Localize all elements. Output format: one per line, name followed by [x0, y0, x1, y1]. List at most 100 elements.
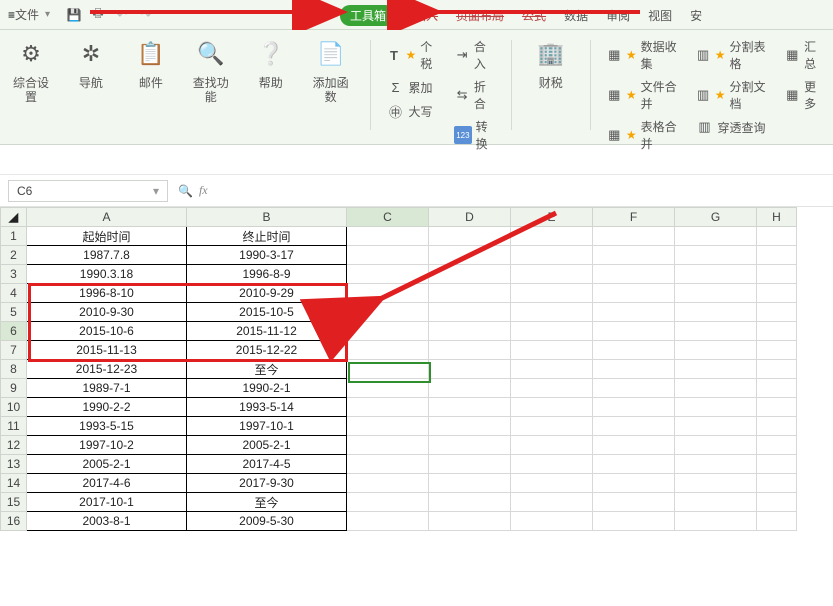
tab-review[interactable]: 审阅 — [606, 7, 630, 24]
comprehensive-button[interactable]: ⚙ 综合设置 — [8, 36, 54, 138]
cell[interactable] — [675, 512, 757, 531]
row-header[interactable]: 1 — [1, 227, 27, 246]
row-header[interactable]: 15 — [1, 493, 27, 512]
capital-button[interactable]: ㊥大写 — [387, 102, 441, 120]
cell[interactable] — [347, 512, 429, 531]
datacollect-button[interactable]: ▦★数据收集 — [607, 38, 682, 72]
cell[interactable] — [675, 493, 757, 512]
append-button[interactable]: Σ累加 — [387, 78, 441, 96]
cell[interactable] — [593, 322, 675, 341]
select-all-corner[interactable]: ◢ — [1, 208, 27, 227]
zoom-icon[interactable]: 🔍 — [178, 184, 193, 198]
tab-extra[interactable]: 安 — [690, 7, 702, 24]
cell[interactable]: 1989-7-1 — [27, 379, 187, 398]
cell[interactable] — [593, 265, 675, 284]
row-header[interactable]: 9 — [1, 379, 27, 398]
cell[interactable] — [347, 417, 429, 436]
convert-button[interactable]: 123转换 — [454, 118, 495, 152]
cell[interactable]: 终止时间 — [187, 227, 347, 246]
cell[interactable] — [347, 303, 429, 322]
cell[interactable]: 1990-3-17 — [187, 246, 347, 265]
cell[interactable] — [429, 455, 511, 474]
splitdoc-button[interactable]: ▥★分割文档 — [695, 78, 770, 112]
cell[interactable]: 1997-10-2 — [27, 436, 187, 455]
col-header-B[interactable]: B — [187, 208, 347, 227]
file-menu[interactable]: 文件 — [15, 6, 39, 23]
cell[interactable]: 1997-10-1 — [187, 417, 347, 436]
cell[interactable] — [347, 493, 429, 512]
col-header-C[interactable]: C — [347, 208, 429, 227]
cell[interactable] — [429, 379, 511, 398]
fx-icon[interactable]: fx — [199, 183, 208, 198]
cell[interactable]: 1993-5-14 — [187, 398, 347, 417]
cell[interactable]: 2015-11-13 — [27, 341, 187, 360]
name-box[interactable]: C6 ▾ — [8, 180, 168, 202]
cell[interactable] — [511, 265, 593, 284]
tab-view[interactable]: 视图 — [648, 7, 672, 24]
cell[interactable] — [675, 246, 757, 265]
col-header-H[interactable]: H — [757, 208, 797, 227]
cell[interactable] — [511, 436, 593, 455]
cell[interactable] — [347, 227, 429, 246]
cell[interactable]: 至今 — [187, 360, 347, 379]
row-header[interactable]: 13 — [1, 455, 27, 474]
cell[interactable] — [757, 227, 797, 246]
row-header[interactable]: 7 — [1, 341, 27, 360]
cell[interactable] — [757, 322, 797, 341]
cell[interactable] — [511, 322, 593, 341]
cell[interactable] — [675, 322, 757, 341]
cell[interactable]: 2003-8-1 — [27, 512, 187, 531]
nav-button[interactable]: ✲ 导航 — [68, 36, 114, 138]
cell[interactable] — [429, 227, 511, 246]
redo-icon[interactable]: ↷ — [136, 5, 156, 25]
tab-insert[interactable]: 插入 — [414, 7, 438, 24]
save-icon[interactable]: 💾 — [64, 5, 84, 25]
cell[interactable] — [429, 398, 511, 417]
cell[interactable] — [429, 303, 511, 322]
cell[interactable]: 1990.3.18 — [27, 265, 187, 284]
cell[interactable] — [675, 284, 757, 303]
cell[interactable]: 2010-9-30 — [27, 303, 187, 322]
more-button[interactable]: ▦更多 — [784, 78, 825, 112]
cell[interactable] — [347, 284, 429, 303]
row-header[interactable]: 6 — [1, 322, 27, 341]
cell[interactable]: 1987.7.8 — [27, 246, 187, 265]
cell[interactable] — [757, 341, 797, 360]
filemerge-button[interactable]: ▦★文件合并 — [607, 78, 682, 112]
cell[interactable] — [675, 398, 757, 417]
row-header[interactable]: 8 — [1, 360, 27, 379]
cell[interactable] — [675, 360, 757, 379]
cell[interactable] — [593, 474, 675, 493]
undo-icon[interactable]: ↶ — [112, 5, 132, 25]
cell[interactable] — [757, 436, 797, 455]
cell[interactable]: 2015-12-23 — [27, 360, 187, 379]
cell[interactable] — [347, 436, 429, 455]
cell[interactable] — [675, 341, 757, 360]
cell[interactable] — [757, 265, 797, 284]
cell[interactable] — [757, 417, 797, 436]
cell[interactable] — [347, 360, 429, 379]
cell[interactable]: 至今 — [187, 493, 347, 512]
cell[interactable] — [511, 474, 593, 493]
cell[interactable] — [347, 398, 429, 417]
cell[interactable] — [347, 341, 429, 360]
cell[interactable] — [429, 341, 511, 360]
chevron-down-icon[interactable]: ▾ — [153, 184, 159, 198]
col-header-G[interactable]: G — [675, 208, 757, 227]
cell[interactable] — [675, 303, 757, 322]
cell[interactable] — [593, 379, 675, 398]
row-header[interactable]: 5 — [1, 303, 27, 322]
cell[interactable] — [429, 284, 511, 303]
cell[interactable]: 起始时间 — [27, 227, 187, 246]
col-header-A[interactable]: A — [27, 208, 187, 227]
row-header[interactable]: 12 — [1, 436, 27, 455]
cell[interactable] — [429, 512, 511, 531]
cell[interactable] — [757, 360, 797, 379]
cell[interactable] — [757, 398, 797, 417]
cell[interactable] — [429, 493, 511, 512]
col-header-F[interactable]: F — [593, 208, 675, 227]
cell[interactable] — [347, 322, 429, 341]
cell[interactable]: 1990-2-2 — [27, 398, 187, 417]
cell[interactable] — [429, 436, 511, 455]
cell[interactable]: 2010-9-29 — [187, 284, 347, 303]
